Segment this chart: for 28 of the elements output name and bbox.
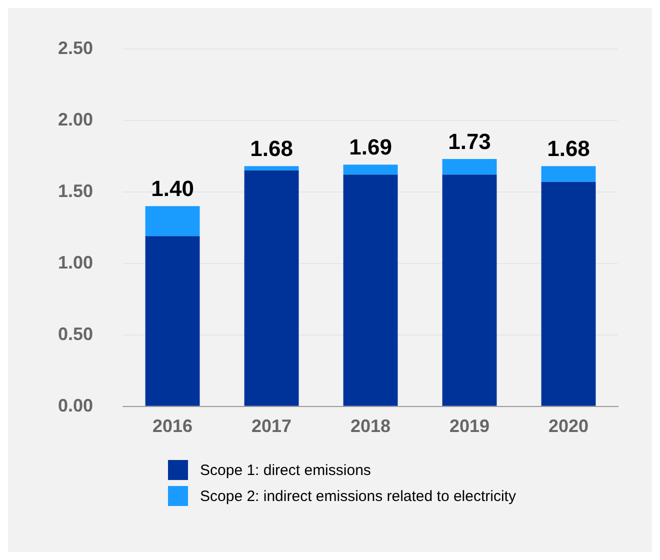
x-tick-label: 2019	[449, 416, 490, 436]
total-label: 1.68	[547, 136, 590, 162]
y-tick-label: 1.00	[58, 252, 94, 272]
total-label: 1.40	[151, 176, 194, 202]
total-label: 1.73	[448, 129, 491, 154]
y-tick-label: 1.50	[58, 180, 94, 201]
x-tick-label: 2020	[548, 416, 589, 436]
bar	[145, 236, 200, 406]
bar	[442, 174, 497, 406]
total-label: 1.68	[250, 136, 293, 162]
legend-label: Scope 2: indirect emissions related to electricity	[200, 488, 516, 504]
legend-label: Scope 1: direct emissions	[200, 462, 371, 478]
y-tick-label: 0.50	[58, 324, 94, 344]
y-tick-label: 2.50	[58, 38, 94, 58]
x-tick-label: 2016	[152, 416, 193, 436]
x-tick-label: 2018	[350, 416, 391, 436]
y-tick-label: 0.00	[58, 395, 94, 416]
bar	[343, 174, 398, 406]
y-tick-label: 2.00	[58, 109, 94, 130]
bar	[343, 164, 398, 175]
bar	[442, 158, 497, 175]
x-tick-label: 2017	[252, 416, 292, 436]
bar	[541, 166, 596, 182]
bar	[244, 166, 299, 170]
bar	[244, 170, 299, 406]
bar	[541, 182, 596, 406]
total-label: 1.69	[349, 134, 392, 160]
bar	[145, 206, 200, 236]
